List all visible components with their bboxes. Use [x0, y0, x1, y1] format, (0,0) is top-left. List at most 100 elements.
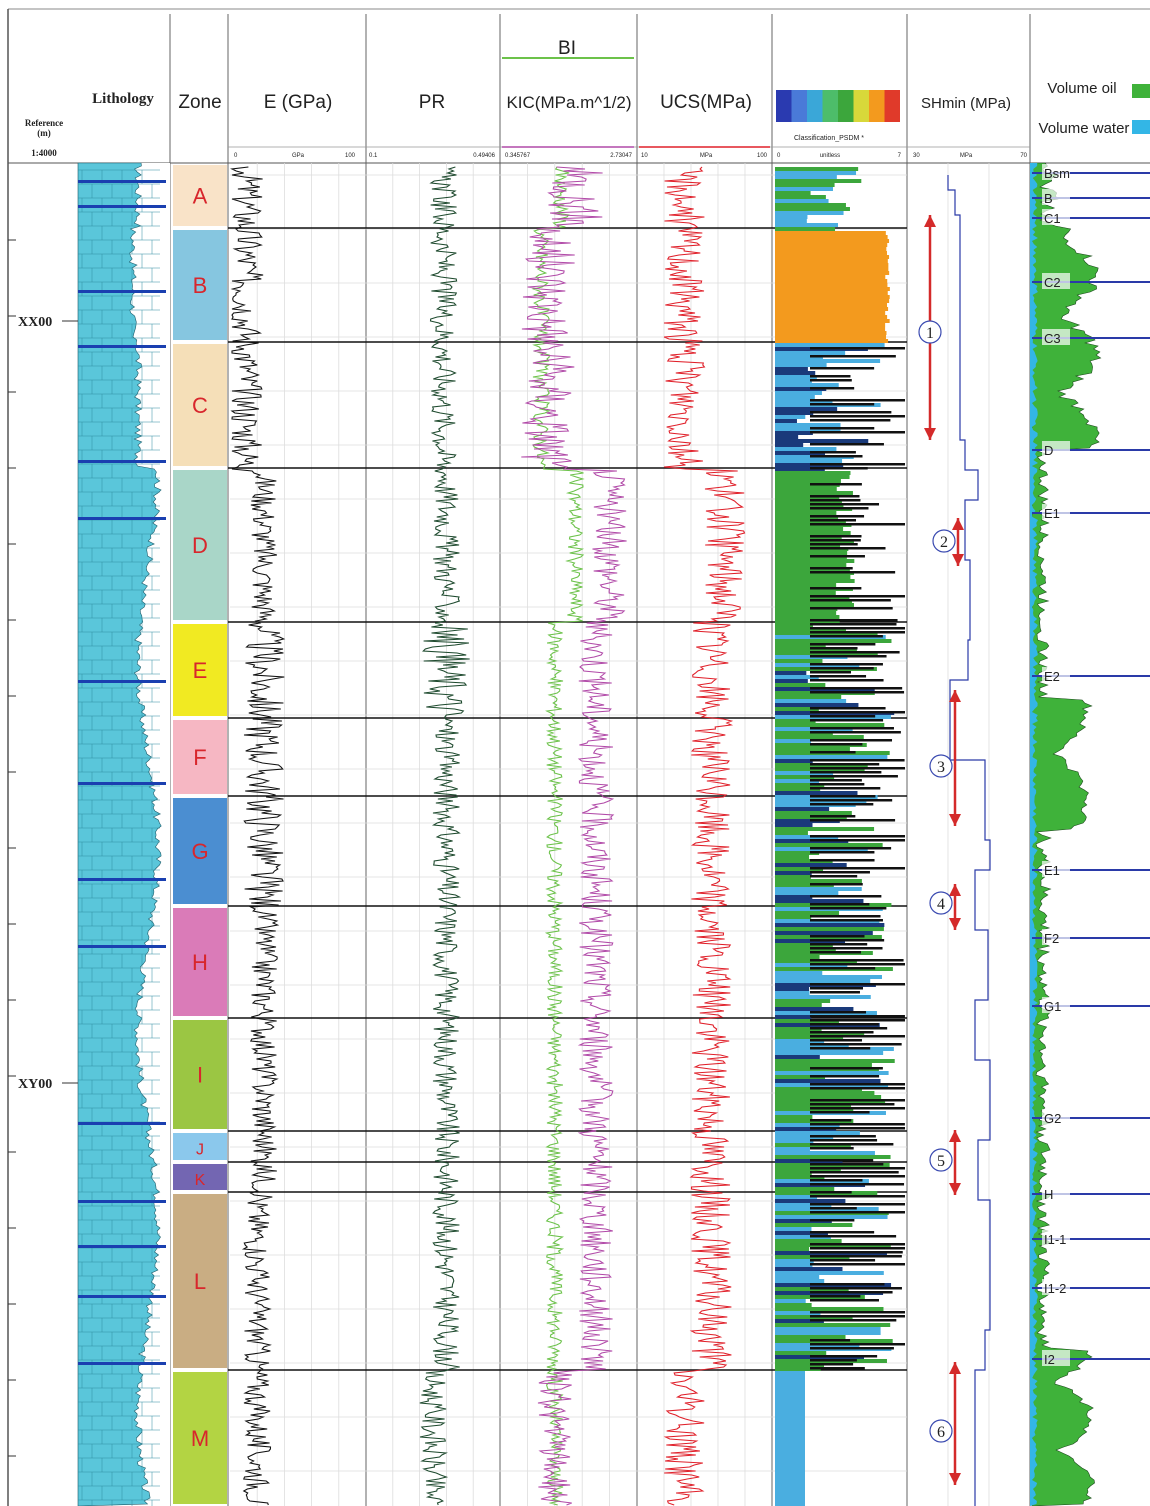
psdm-bar [775, 723, 885, 727]
shmin-scale-min: 30 [913, 153, 920, 159]
psdm-bar [775, 1131, 860, 1135]
interval-number: 5 [937, 1153, 945, 1170]
psdm-bar [775, 1495, 805, 1499]
psdm-bar [775, 1187, 835, 1191]
psdm-legend-swatch [853, 90, 869, 122]
psdm-bar [775, 503, 844, 507]
lithology-band [78, 460, 166, 463]
pr-scale-min: 0.1 [369, 153, 378, 159]
psdm-bar [775, 407, 838, 411]
psdm-bar [775, 1167, 841, 1171]
psdm-bar [775, 1303, 812, 1307]
marker-label: E1 [1044, 506, 1060, 521]
psdm-bar [810, 803, 874, 806]
psdm-bar [810, 507, 869, 510]
psdm-bar [810, 1363, 854, 1366]
psdm-bar [775, 375, 817, 379]
psdm-bar [810, 967, 876, 970]
marker-label: F2 [1044, 931, 1059, 946]
zone-box [173, 1020, 227, 1129]
lithology-fill [77, 162, 162, 1506]
psdm-bar [775, 791, 858, 795]
zone-header: Zone [178, 92, 221, 113]
unit-label: (m) [37, 128, 51, 138]
psdm-bar [775, 1455, 805, 1459]
psdm-bar [775, 675, 819, 679]
psdm-bar [775, 1395, 805, 1399]
psdm-bar [775, 287, 890, 291]
scale-label: 1:4000 [31, 148, 57, 158]
marker-label-bg [1042, 1109, 1070, 1125]
psdm-bar [810, 1035, 905, 1038]
psdm-bar [775, 1351, 827, 1355]
psdm-bar [775, 363, 827, 367]
psdm-bar [775, 227, 836, 231]
lithology-band [78, 180, 166, 183]
psdm-bar [810, 455, 863, 458]
zone-box [173, 1194, 227, 1368]
psdm-bar [775, 559, 855, 563]
psdm-legend-swatch [884, 90, 900, 122]
zone-label: M [191, 1426, 209, 1451]
psdm-bar [775, 771, 834, 775]
psdm-bar [775, 895, 813, 899]
psdm-bar [775, 335, 887, 339]
zone-label: B [193, 273, 208, 298]
psdm-bar [775, 1039, 825, 1043]
psdm-bar [810, 347, 905, 350]
psdm-bar [775, 211, 844, 215]
reference-label: Reference [25, 118, 63, 128]
kic-header: KIC(MPa.m^1/2) [506, 93, 631, 112]
depth-label-xx00: XX00 [18, 315, 52, 330]
psdm-bar [775, 947, 836, 951]
lithology-band [78, 1122, 166, 1125]
psdm-header: Classification_PSDM * [794, 135, 864, 142]
marker-label-bg [1042, 929, 1070, 945]
marker-label-bg [1042, 209, 1070, 225]
psdm-bar [810, 415, 905, 418]
psdm-bar [775, 1199, 846, 1203]
psdm-bar [810, 623, 897, 626]
psdm-bar [775, 1003, 822, 1007]
marker-label-bg [1042, 1279, 1070, 1295]
psdm-bar [810, 907, 887, 910]
psdm-bar [775, 251, 887, 255]
psdm-bar [810, 1299, 879, 1302]
psdm-bar [775, 323, 886, 327]
kic-curve [521, 166, 627, 1506]
psdm-bar [775, 731, 833, 735]
psdm-bar [810, 587, 862, 590]
psdm-bar [775, 443, 804, 447]
psdm-bar [810, 1031, 874, 1034]
psdm-bar [810, 1067, 883, 1070]
psdm-bar [775, 1443, 805, 1447]
shmin-curve [947, 175, 991, 1506]
psdm-bar [775, 1499, 805, 1503]
marker-label-bg [1042, 997, 1070, 1013]
psdm-bar [775, 1147, 810, 1151]
psdm-bar [810, 571, 896, 574]
psdm-bar [775, 267, 889, 271]
marker-label-bg [1042, 1185, 1070, 1201]
psdm-bar [775, 199, 829, 203]
psdm-bar [775, 887, 862, 891]
psdm-bar [810, 1359, 857, 1362]
psdm-bar [810, 819, 896, 822]
psdm-bar [810, 871, 870, 874]
psdm-bar [775, 395, 815, 399]
psdm-bar [775, 923, 885, 927]
psdm-bar [775, 419, 797, 423]
psdm-bar [775, 531, 851, 535]
psdm-bar [775, 1503, 805, 1506]
psdm-bar [775, 1383, 805, 1387]
psdm-bar [775, 719, 816, 723]
psdm-bar [775, 223, 839, 227]
psdm-scale-min: 0 [777, 153, 781, 159]
psdm-bar [775, 1239, 842, 1243]
psdm-bar [775, 735, 864, 739]
psdm-bar [775, 955, 820, 959]
psdm-bar [775, 1423, 805, 1427]
psdm-bar [810, 1243, 905, 1246]
ucs-curve [663, 166, 746, 1506]
